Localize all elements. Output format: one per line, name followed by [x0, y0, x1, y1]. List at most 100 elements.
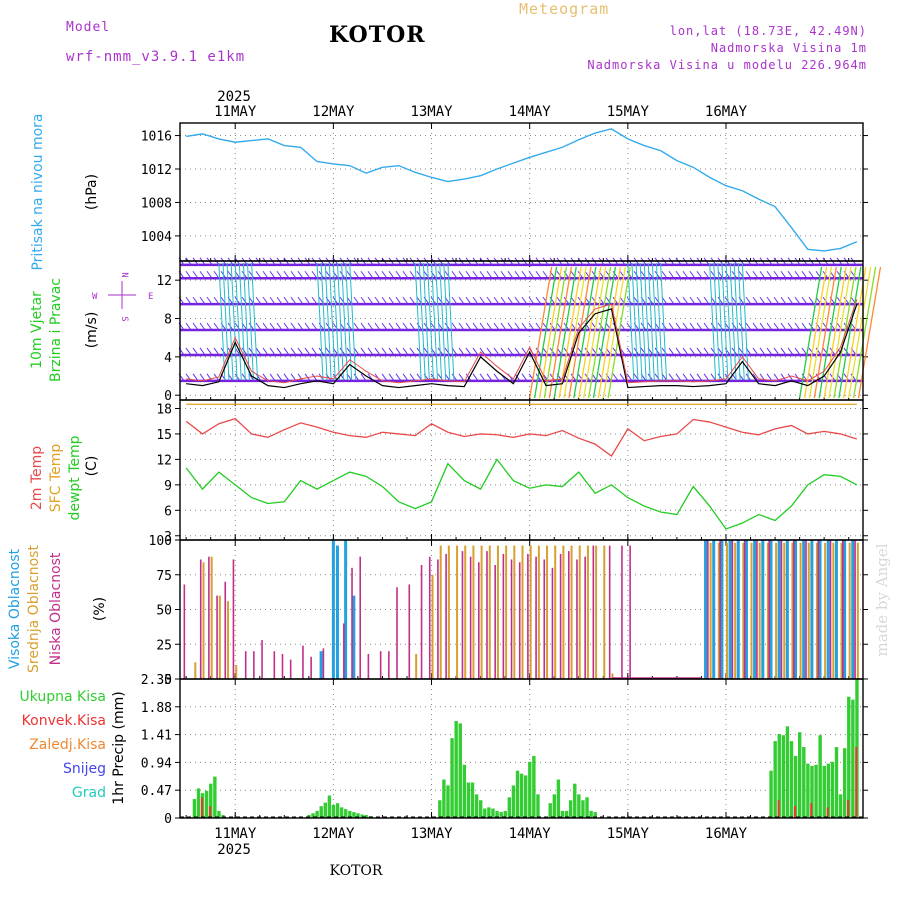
rain-total-bar: [450, 738, 454, 818]
wind-barb: [535, 296, 542, 305]
wind-barb-strong: [587, 266, 612, 399]
wind-axis-title-2: Brzina i Pravac: [48, 278, 64, 382]
rain-total-bar: [339, 807, 344, 818]
wind-barb: [577, 270, 584, 279]
wind-barb: [409, 270, 416, 279]
wind-barb: [535, 322, 542, 331]
wind-barb: [654, 296, 661, 305]
cloud-high-bar: [843, 540, 847, 679]
wind-barb-shaft: [426, 262, 434, 381]
wind-barb: [619, 373, 626, 382]
wind-barb: [668, 270, 675, 279]
station-title: KOTOR: [329, 22, 426, 48]
wind-barb-shaft: [741, 262, 749, 381]
wind-barb: [647, 322, 654, 331]
rain-total-bar: [798, 732, 802, 818]
precip-unit: 1hr Precip (mm): [111, 691, 127, 804]
wind-barb: [283, 373, 290, 382]
rain-total-bar: [552, 794, 557, 818]
rain-total-bar: [507, 797, 512, 818]
wind-barb: [213, 347, 220, 356]
cloud-low-bar: [343, 623, 345, 679]
wind-barb: [822, 322, 829, 331]
wind-barb: [374, 347, 381, 356]
rain-total-bar: [474, 794, 479, 818]
rain-total-bar: [352, 812, 356, 818]
cloud-low-bar: [379, 651, 382, 679]
wind-barb: [787, 270, 794, 279]
rain-total-bar: [364, 815, 368, 818]
cloud-high-bar: [802, 540, 806, 679]
wind-barb: [493, 347, 500, 356]
wind-barb: [752, 270, 759, 279]
wind-barb: [528, 296, 535, 305]
wind-barb: [626, 373, 633, 382]
ytick-label: 100: [149, 534, 172, 549]
cloud-mid-bar: [832, 542, 835, 679]
wind-barb-strong: [818, 266, 842, 399]
cloud-low-bar: [388, 651, 390, 679]
wind-barb: [577, 347, 584, 356]
cloud-low-bar: [743, 540, 746, 679]
rain-total-bar: [806, 763, 810, 818]
cloud-low-bar: [322, 648, 325, 679]
rain-total-bar: [564, 810, 569, 818]
wind-barb: [374, 322, 381, 331]
cloud-low-bar: [494, 565, 496, 679]
cloud-low-bar: [592, 545, 595, 679]
wind-barb: [710, 347, 717, 356]
wind-barb-strong: [578, 266, 602, 399]
wind-barb: [696, 322, 703, 331]
wind-barb: [745, 322, 752, 331]
rain-total-bar: [335, 803, 340, 818]
pressure-line: [186, 128, 858, 252]
wind-barb: [297, 373, 304, 382]
wind-barb: [206, 270, 213, 279]
temp-unit: (C): [84, 456, 100, 477]
wind-barb: [248, 322, 255, 331]
wind-barb: [388, 296, 395, 305]
cloud-low-bar: [428, 556, 431, 679]
ytick-label: 0: [164, 389, 172, 404]
bottom-day-label: 12MAY: [312, 826, 355, 842]
wind-barb-shaft: [218, 262, 226, 381]
cloud-high-bar: [736, 540, 740, 679]
cloud-mid-bar: [742, 542, 745, 679]
rain-total-bar: [515, 770, 520, 818]
cloud-mid-bar: [210, 556, 213, 679]
legend-rain-total: Ukupna Kisa: [19, 689, 106, 705]
wind-barb: [353, 296, 360, 305]
cloud-mid-bar: [766, 542, 769, 679]
wind-barb: [297, 322, 304, 331]
wind-barb: [766, 322, 773, 331]
cloud-high-bar: [785, 540, 789, 679]
wind-barb-shaft: [439, 262, 447, 381]
wind-barb: [682, 347, 689, 356]
wind-barb: [339, 296, 346, 305]
wind-barb: [780, 373, 787, 382]
wind-barb-shaft: [709, 262, 717, 381]
wind-barb: [304, 347, 311, 356]
wind-barb: [409, 296, 416, 305]
rain-total-bar: [532, 755, 536, 818]
rain-total-bar: [838, 794, 843, 818]
wind-barb: [682, 270, 689, 279]
wind-barb: [514, 296, 521, 305]
wind-barb: [206, 322, 213, 331]
cloud-unit: (%): [92, 597, 108, 621]
rain-total-bar: [773, 741, 777, 818]
cloud-mid-bar: [815, 542, 818, 679]
wind-barb: [402, 347, 409, 356]
cloud-low-bar: [208, 556, 210, 679]
rain-total-bar: [556, 779, 561, 818]
wind-barb: [444, 270, 451, 279]
cloud-mid-bar: [750, 542, 753, 679]
rain-total-bar: [438, 800, 442, 818]
wind-barb: [682, 373, 689, 382]
wind-barb: [612, 296, 619, 305]
wind-barb: [696, 347, 703, 356]
wind-barb: [815, 347, 822, 356]
wind-barb: [395, 296, 402, 305]
cloud-high-bar: [335, 545, 339, 679]
cloud-high-bar: [834, 540, 838, 679]
